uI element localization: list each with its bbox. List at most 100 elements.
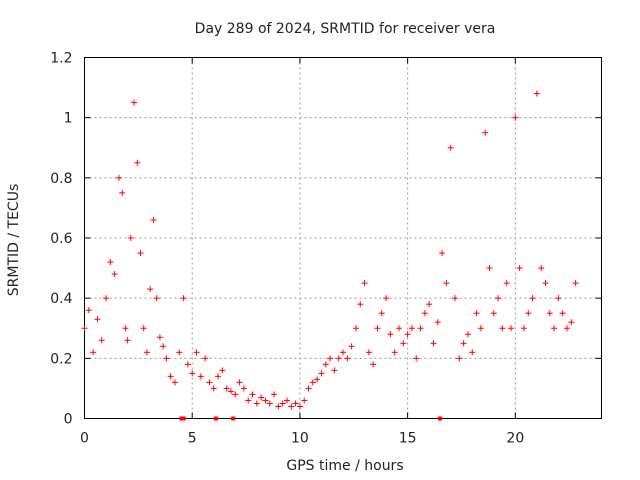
data-point (383, 295, 390, 302)
data-point (279, 400, 286, 407)
data-point (344, 355, 351, 362)
data-point (361, 280, 368, 287)
y-axis-label: SRMTID / TECUs (6, 184, 22, 297)
x-tick-label: 0 (80, 431, 89, 447)
data-point (143, 349, 150, 356)
data-point (296, 403, 303, 410)
data-point (503, 280, 510, 287)
data-point (464, 331, 471, 338)
data-point (365, 349, 372, 356)
data-point (568, 319, 575, 326)
x-tick-label: 15 (399, 431, 417, 447)
data-point (508, 325, 515, 332)
y-tick-label: 0 (64, 412, 73, 428)
data-point (430, 340, 437, 347)
data-point (292, 400, 299, 407)
data-point (378, 310, 385, 317)
data-point (538, 265, 545, 272)
data-point (253, 400, 260, 407)
data-point (387, 331, 394, 338)
data-point (520, 325, 527, 332)
baseline-marker (231, 416, 236, 421)
y-tick-label: 1 (64, 111, 73, 127)
data-point (512, 114, 519, 121)
data-point (171, 379, 178, 386)
data-point (460, 340, 467, 347)
data-point (245, 397, 252, 404)
data-point (271, 391, 278, 398)
data-point (421, 310, 428, 317)
data-point (288, 403, 295, 410)
data-point (331, 367, 338, 374)
data-point (391, 349, 398, 356)
data-point (184, 361, 191, 368)
data-point (357, 301, 364, 308)
data-point (122, 325, 129, 332)
data-point (131, 99, 138, 106)
data-point (180, 295, 187, 302)
data-point (529, 295, 536, 302)
data-point (275, 403, 282, 410)
data-point (223, 385, 230, 392)
data-point (426, 301, 433, 308)
data-point (150, 216, 157, 223)
x-axis-label: GPS time / hours (286, 458, 403, 474)
data-point (160, 343, 167, 350)
data-point (490, 310, 497, 317)
data-point (227, 388, 234, 395)
data-point (115, 174, 122, 181)
data-point (107, 259, 114, 266)
data-point (542, 280, 549, 287)
data-point (352, 325, 359, 332)
data-point (176, 349, 183, 356)
data-point (232, 391, 239, 398)
data-point (119, 189, 126, 196)
data-point (197, 373, 204, 380)
y-tick-label: 0.4 (50, 291, 72, 307)
data-point (525, 310, 532, 317)
data-point (137, 250, 144, 257)
data-point (572, 280, 579, 287)
data-point (452, 295, 459, 302)
data-point (516, 265, 523, 272)
data-point (81, 325, 88, 332)
data-point (127, 235, 134, 241)
data-point (477, 325, 484, 332)
data-point (240, 385, 247, 392)
data-point (551, 325, 558, 332)
data-point (262, 397, 269, 404)
data-point (469, 349, 476, 356)
data-point (413, 355, 420, 362)
data-point (495, 295, 502, 302)
data-point (439, 250, 446, 257)
baseline-markers (179, 416, 442, 421)
y-tick-label: 0.8 (50, 171, 72, 187)
x-tick-label: 20 (506, 431, 524, 447)
data-point (396, 325, 403, 332)
data-point (327, 355, 334, 362)
ticks (84, 57, 602, 419)
data-point (533, 90, 540, 97)
baseline-marker (213, 416, 218, 421)
data-point (546, 310, 553, 317)
y-tick-labels: 0 0.2 0.4 0.6 0.8 1 1.2 (50, 51, 72, 428)
data-point (314, 376, 321, 383)
data-point (140, 325, 147, 332)
data-point (486, 265, 493, 272)
data-point (559, 310, 566, 317)
data-point (167, 373, 174, 380)
data-point (103, 295, 110, 302)
plot-frame (84, 57, 602, 419)
data-point (266, 400, 273, 407)
data-point (374, 325, 381, 332)
grid (84, 57, 602, 419)
data-point (163, 355, 170, 362)
data-point (417, 325, 424, 332)
data-point (318, 370, 325, 377)
data-point (206, 379, 213, 386)
baseline-marker (179, 416, 184, 421)
data-point (322, 361, 329, 368)
y-tick-label: 0.2 (50, 351, 72, 367)
data-point (193, 349, 200, 356)
